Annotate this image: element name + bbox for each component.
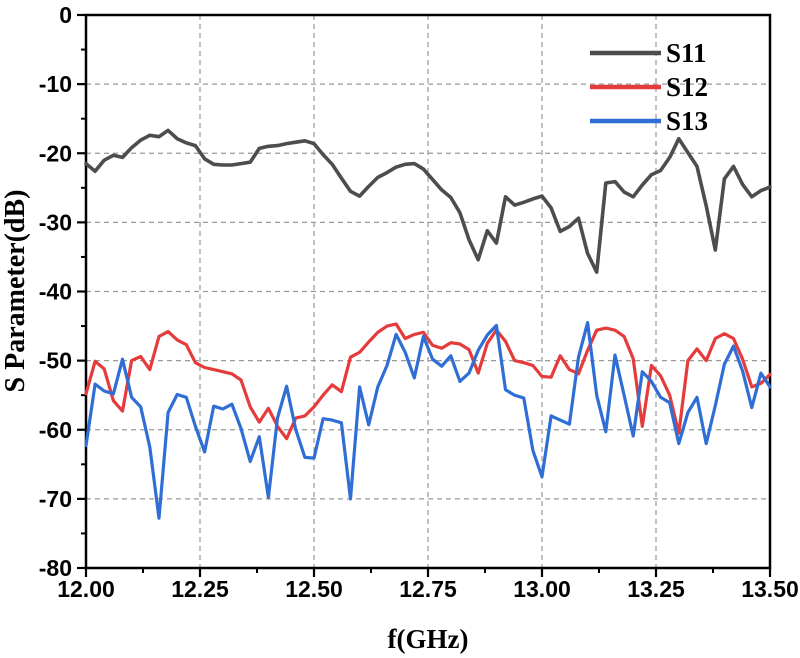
y-tick-label: -40 (39, 279, 72, 305)
x-tick-label: 12.75 (399, 576, 457, 602)
x-tick-label: 12.25 (171, 576, 229, 602)
y-tick-label: -60 (39, 417, 72, 443)
series-line-s13 (84, 321, 772, 520)
legend-label-s12: S12 (666, 72, 708, 102)
y-tick-label: -70 (39, 486, 72, 512)
x-tick-label: 12.00 (57, 576, 115, 602)
legend: S11 S12 S13 (590, 38, 708, 136)
y-tick-label: -80 (39, 555, 72, 581)
chart-layer: 12.00 12.25 12.50 12.75 13.00 13.25 13.50 0 -10 -… (39, 2, 799, 602)
x-tick-label: 13.00 (513, 576, 571, 602)
x-tick-label: 12.50 (285, 576, 343, 602)
y-tick-label: 0 (59, 2, 72, 28)
legend-label-s11: S11 (666, 38, 707, 68)
y-tick-label: -50 (39, 348, 72, 374)
y-tick-label: -30 (39, 209, 72, 235)
series-line-s11 (84, 128, 772, 274)
legend-label-s13: S13 (666, 106, 708, 136)
y-tick-label: -20 (39, 140, 72, 166)
y-tick-label: -10 (39, 71, 72, 97)
x-axis-title: f(GHz) (388, 624, 469, 654)
x-tick-label: 13.25 (627, 576, 685, 602)
y-axis-title: S Parameter(dB) (0, 190, 31, 393)
series-line-s12 (84, 322, 772, 441)
x-tick-label: 13.50 (741, 576, 799, 602)
